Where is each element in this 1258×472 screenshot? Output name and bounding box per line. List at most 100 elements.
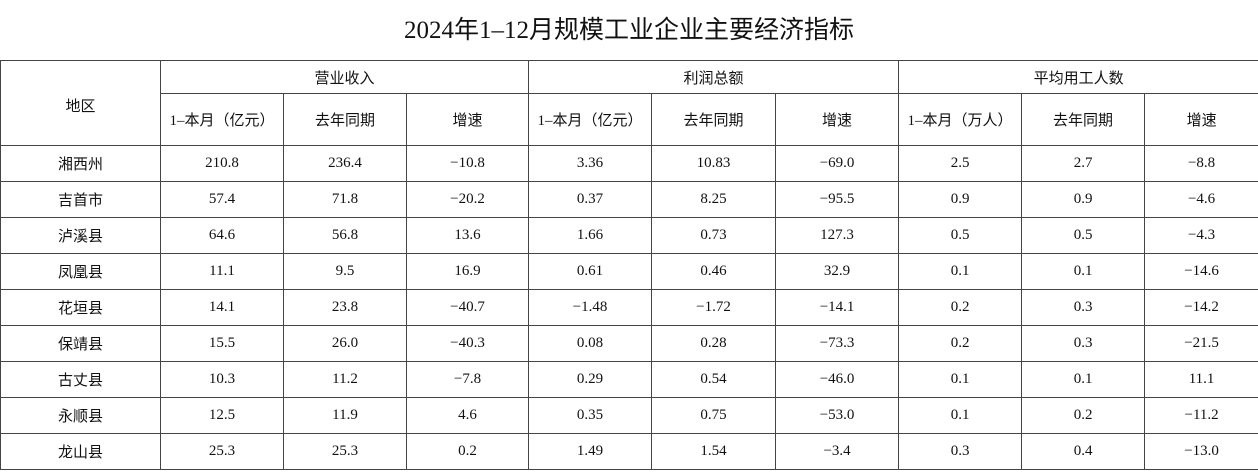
data-row: 保靖县 15.5 26.0 −40.3 0.08 0.28 −73.3 0.2 0.3 −21.5 [0, 325, 1258, 362]
value-cell: 11.1 [1144, 361, 1258, 398]
region-cell: 吉首市 [0, 181, 161, 218]
data-row: 龙山县 25.3 25.3 0.2 1.49 1.54 −3.4 0.3 0.4 −13.0 [0, 433, 1258, 470]
value-cell: 0.3 [1021, 289, 1146, 326]
region-cell: 永顺县 [0, 397, 161, 434]
data-row: 泸溪县 64.6 56.8 13.6 1.66 0.73 127.3 0.5 0.5 −4.3 [0, 217, 1258, 254]
value-cell: −7.8 [405, 361, 530, 398]
value-cell: 0.54 [651, 361, 777, 398]
value-cell: 0.4 [1021, 433, 1146, 470]
data-row: 湘西州 210.8 236.4 −10.8 3.36 10.83 −69.0 2.5 2.7 −8… [0, 145, 1258, 182]
value-cell: 10.3 [160, 361, 284, 398]
corner-cell: 地区 [0, 60, 161, 146]
value-cell: −69.0 [775, 145, 900, 182]
region-cell: 龙山县 [0, 433, 161, 470]
value-cell: 1.49 [528, 433, 653, 470]
value-cell: 12.5 [160, 397, 284, 434]
value-cell: −3.4 [775, 433, 900, 470]
title: 2024年1–12月规模工业企业主要经济指标 [403, 17, 854, 44]
value-cell: −46.0 [775, 361, 900, 398]
value-cell: 0.5 [1021, 217, 1146, 254]
sub-header: 1–本月（亿元） [160, 93, 284, 146]
value-cell: 23.8 [283, 289, 407, 326]
value-cell: 25.3 [160, 433, 284, 470]
value-cell: 2.7 [1021, 145, 1146, 182]
group-header: 营业收入 [159, 60, 530, 94]
value-cell: −95.5 [775, 181, 900, 218]
value-cell: 0.5 [898, 217, 1023, 254]
value-cell: −53.0 [775, 397, 900, 434]
value-cell: 127.3 [775, 217, 900, 254]
value-cell: 3.36 [528, 145, 653, 182]
value-cell: 56.8 [283, 217, 407, 254]
value-cell: −4.3 [1144, 217, 1258, 254]
data-row: 永顺县 12.5 11.9 4.6 0.35 0.75 −53.0 0.1 0.2 −11.2 [0, 397, 1258, 434]
value-cell: 8.25 [651, 181, 777, 218]
sub-header: 增速 [775, 93, 900, 146]
value-cell: 25.3 [283, 433, 407, 470]
value-cell: −1.48 [528, 289, 653, 326]
value-cell: 0.2 [405, 433, 530, 470]
value-cell: 0.1 [898, 253, 1023, 290]
value-cell: 11.1 [160, 253, 284, 290]
value-cell: 0.2 [1021, 397, 1146, 434]
value-cell: −40.7 [405, 289, 530, 326]
value-cell: 0.9 [1021, 181, 1146, 218]
value-cell: −10.8 [405, 145, 530, 182]
data-row: 吉首市 57.4 71.8 −20.2 0.37 8.25 −95.5 0.9 0.9 −4.6 [0, 181, 1258, 218]
value-cell: −14.6 [1144, 253, 1258, 290]
value-cell: 10.83 [651, 145, 777, 182]
value-cell: 210.8 [160, 145, 284, 182]
value-cell: 11.2 [283, 361, 407, 398]
region-cell: 凤凰县 [0, 253, 161, 290]
group-header: 利润总额 [528, 60, 900, 94]
value-cell: −13.0 [1144, 433, 1258, 470]
group-header: 平均用工人数 [898, 60, 1258, 94]
region-cell: 保靖县 [0, 325, 161, 362]
sub-header: 去年同期 [1021, 93, 1146, 146]
region-cell: 花垣县 [0, 289, 161, 326]
value-cell: 0.28 [651, 325, 777, 362]
value-cell: 71.8 [283, 181, 407, 218]
value-cell: 1.66 [528, 217, 653, 254]
value-cell: 9.5 [283, 253, 407, 290]
subheader-row: 1–本月（亿元） 去年同期 增速 1–本月（亿元） 去年同期 增速 1–本月（万人） 去年同期… [1, 93, 1258, 146]
region-cell: 古丈县 [0, 361, 161, 398]
value-cell: 0.75 [651, 397, 777, 434]
region-cell: 泸溪县 [0, 217, 161, 254]
value-cell: 0.1 [1021, 253, 1146, 290]
value-cell: −40.3 [405, 325, 530, 362]
sub-header: 增速 [405, 93, 530, 146]
value-cell: 0.9 [898, 181, 1023, 218]
sub-header: 1–本月（亿元） [528, 93, 653, 146]
value-cell: 16.9 [405, 253, 530, 290]
data-row: 花垣县 14.1 23.8 −40.7 −1.48 −1.72 −14.1 0.2 0.3 −14… [0, 289, 1258, 326]
value-cell: −4.6 [1144, 181, 1258, 218]
value-cell: 13.6 [405, 217, 530, 254]
region-cell: 湘西州 [0, 145, 161, 182]
value-cell: 0.73 [651, 217, 777, 254]
value-cell: 1.54 [651, 433, 777, 470]
data-row: 凤凰县 11.1 9.5 16.9 0.61 0.46 32.9 0.1 0.1 −14.6 [0, 253, 1258, 290]
value-cell: 0.2 [898, 289, 1023, 326]
value-cell: 0.35 [528, 397, 653, 434]
value-cell: 64.6 [160, 217, 284, 254]
value-cell: 0.2 [898, 325, 1023, 362]
sub-header: 增速 [1144, 93, 1258, 146]
value-cell: −14.1 [775, 289, 900, 326]
value-cell: 57.4 [160, 181, 284, 218]
header-row: 地区 营业收入 利润总额 平均用工人数 [0, 60, 1258, 146]
value-cell: 0.1 [898, 397, 1023, 434]
value-cell: 32.9 [775, 253, 900, 290]
sub-header: 去年同期 [283, 93, 407, 146]
value-cell: 0.46 [651, 253, 777, 290]
value-cell: −8.8 [1144, 145, 1258, 182]
value-cell: 0.61 [528, 253, 653, 290]
value-cell: 0.1 [898, 361, 1023, 398]
value-cell: −20.2 [405, 181, 530, 218]
sub-header: 去年同期 [651, 93, 777, 146]
value-cell: −21.5 [1144, 325, 1258, 362]
value-cell: 11.9 [283, 397, 407, 434]
value-cell: −11.2 [1144, 397, 1258, 434]
value-cell: 236.4 [283, 145, 407, 182]
